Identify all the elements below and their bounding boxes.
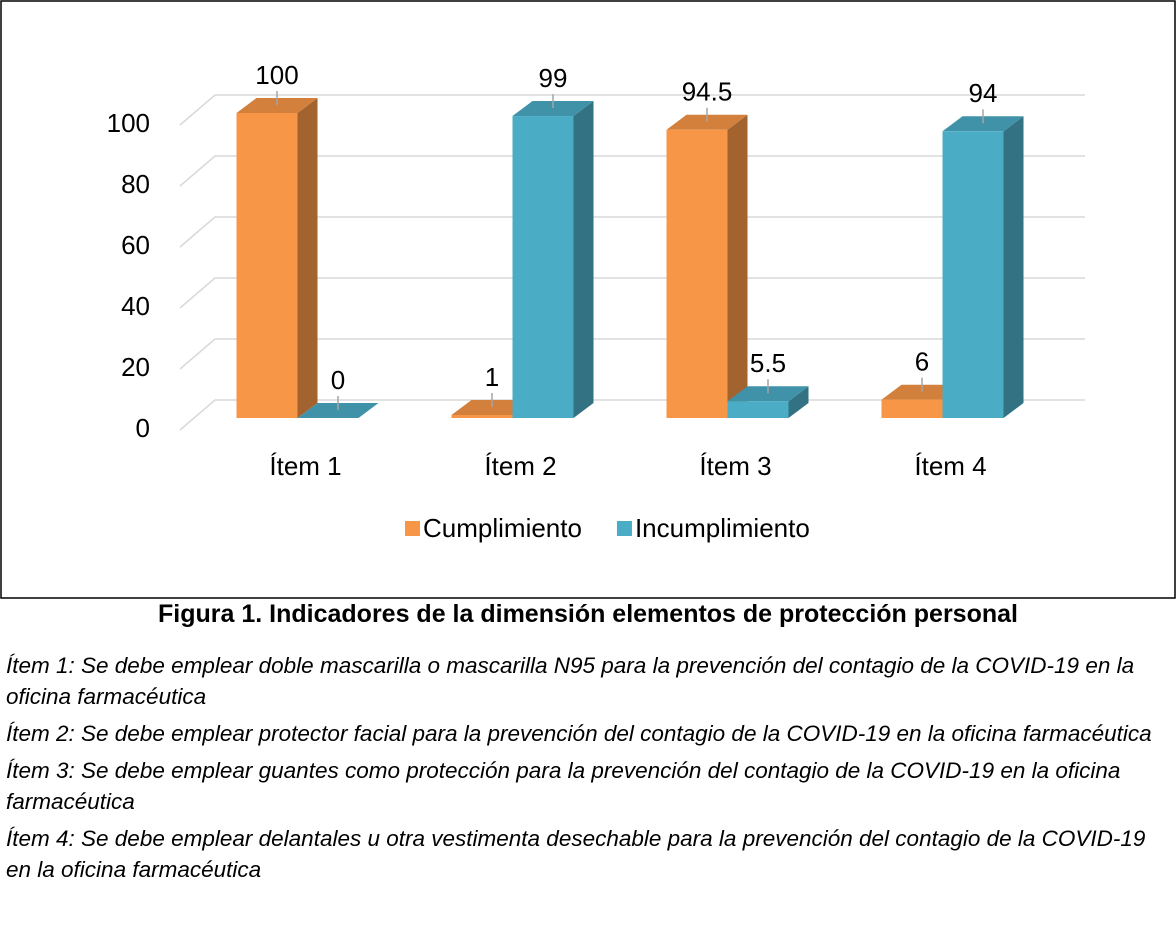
data-label: 94 <box>969 78 998 108</box>
legend-swatch <box>616 521 632 536</box>
note: Ítem 2: Se debe emplear protector facial… <box>6 721 1152 746</box>
chart-border <box>0 0 1176 599</box>
data-label: 1 <box>485 362 499 392</box>
y-tick-label: 20 <box>121 352 150 382</box>
bar <box>236 98 318 418</box>
x-tick-label: Ítem 3 <box>699 451 771 481</box>
bar-top <box>881 384 963 400</box>
data-label: 99 <box>539 63 568 93</box>
data-label: 100 <box>255 60 298 90</box>
data-label: 0 <box>331 365 345 395</box>
bar-front <box>881 399 943 418</box>
bar-top <box>451 399 533 415</box>
note: Ítem 3: Se debe emplear guantes como pro… <box>6 758 1121 814</box>
grid-line <box>179 94 1085 126</box>
legend-label: Incumplimiento <box>635 513 810 543</box>
bar <box>727 386 809 418</box>
note: Ítem 4: Se debe emplear delantales u otr… <box>6 826 1146 882</box>
bar-front <box>512 116 574 419</box>
bar-side <box>788 386 809 418</box>
figure-caption: Figura 1. Indicadores de la dimensión el… <box>158 600 1018 628</box>
bar <box>942 116 1024 419</box>
data-label: 6 <box>915 347 929 377</box>
data-label: 5.5 <box>750 348 786 378</box>
grid-line <box>179 155 1085 187</box>
x-tick-label: Ítem 1 <box>269 451 341 481</box>
bar-top <box>512 101 594 117</box>
bar-top <box>666 114 748 130</box>
data-label: 94.5 <box>682 77 733 107</box>
bar <box>297 403 379 418</box>
y-tick-label: 0 <box>136 413 150 443</box>
bar-side <box>1003 116 1024 419</box>
bar-front <box>942 131 1004 419</box>
bar-side <box>727 114 748 419</box>
y-tick-label: 80 <box>121 169 150 199</box>
bar <box>512 101 594 419</box>
grid-line <box>179 338 1085 370</box>
bar-front <box>451 414 513 418</box>
legend-swatch <box>405 521 420 536</box>
bar-side <box>297 98 318 418</box>
bar-front <box>236 113 298 418</box>
x-tick-label: Ítem 2 <box>484 451 556 481</box>
grid-line <box>179 277 1085 309</box>
bar-side <box>573 101 594 419</box>
bar-top <box>297 403 379 418</box>
y-tick-label: 40 <box>121 291 150 321</box>
chart: 0 20 40 60 80 100 Ítem 1 100 0 Ítem 2 1 99 Ítem 3 94.… <box>0 0 1176 599</box>
bar-front <box>666 129 728 418</box>
legend-label: Cumplimiento <box>423 513 582 543</box>
y-tick-label: 100 <box>107 108 150 138</box>
bar-top <box>942 116 1024 132</box>
y-tick-label: 60 <box>121 230 150 260</box>
bar <box>666 114 748 419</box>
notes: Ítem 1: Se debe emplear doble mascarilla… <box>6 650 1174 891</box>
grid-line <box>179 216 1085 248</box>
x-tick-label: Ítem 4 <box>914 451 986 481</box>
note: Ítem 1: Se debe emplear doble mascarilla… <box>6 653 1135 709</box>
bar-front <box>727 401 789 418</box>
bar-top <box>727 386 809 402</box>
bar-top <box>236 98 318 113</box>
